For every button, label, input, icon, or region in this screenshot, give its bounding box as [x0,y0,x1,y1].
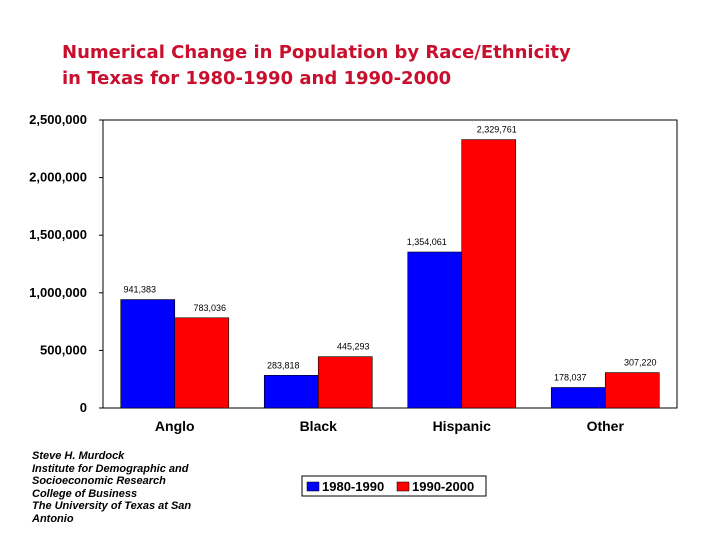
y-tick-label: 500,000 [40,342,87,357]
author-credit: Steve H. Murdock Institute for Demograph… [32,450,191,525]
bar-1990-2000-Other [604,372,660,409]
credit-line-2: Institute for Demographic and [32,462,189,475]
bar-1980-1990-Anglo [120,299,176,409]
credit-line-6: Antonio [32,512,74,525]
x-tick-label: Black [300,418,338,434]
bar-1980-1990-Other [550,387,606,409]
x-tick-label: Anglo [155,418,195,434]
bar-1990-2000-Black [317,356,373,409]
legend-label: 1990-2000 [412,479,474,494]
data-label: 307,220 [624,358,657,368]
data-label: 783,036 [193,303,226,313]
bar-1990-2000-Anglo [174,317,230,409]
data-label: 178,037 [554,372,587,382]
bar-1980-1990-Hispanic [407,251,463,409]
x-tick-label: Other [587,418,625,434]
y-tick-label: 0 [80,400,87,415]
legend-label: 1980-1990 [322,479,384,494]
x-tick-label: Hispanic [433,418,492,434]
data-label: 445,293 [337,342,370,352]
credit-line-4: College of Business [32,487,138,500]
legend-box [301,475,487,497]
bar-1980-1990-Black [263,375,319,409]
y-tick-label: 2,000,000 [29,170,87,185]
legend-swatch [396,481,410,492]
data-label: 941,383 [123,285,156,295]
y-tick-label: 1,000,000 [29,285,87,300]
y-tick-label: 2,500,000 [29,112,87,127]
data-label: 1,354,061 [407,237,447,247]
legend-swatch [306,481,320,492]
data-label: 283,818 [267,360,300,370]
y-tick-label: 1,500,000 [29,227,87,242]
bar-1990-2000-Hispanic [461,139,517,409]
chart-title: Numerical Change in Population by Race/E… [62,40,571,92]
credit-line-1: Steve H. Murdock [32,450,125,462]
chart-title-line-1: Numerical Change in Population by Race/E… [62,42,571,63]
credit-line-5: The University of Texas at San [32,500,192,512]
credit-line-3: Socioeconomic Research [32,475,166,487]
data-label: 2,329,761 [477,125,517,135]
chart-title-line-2: in Texas for 1980-1990 and 1990-2000 [62,68,452,89]
